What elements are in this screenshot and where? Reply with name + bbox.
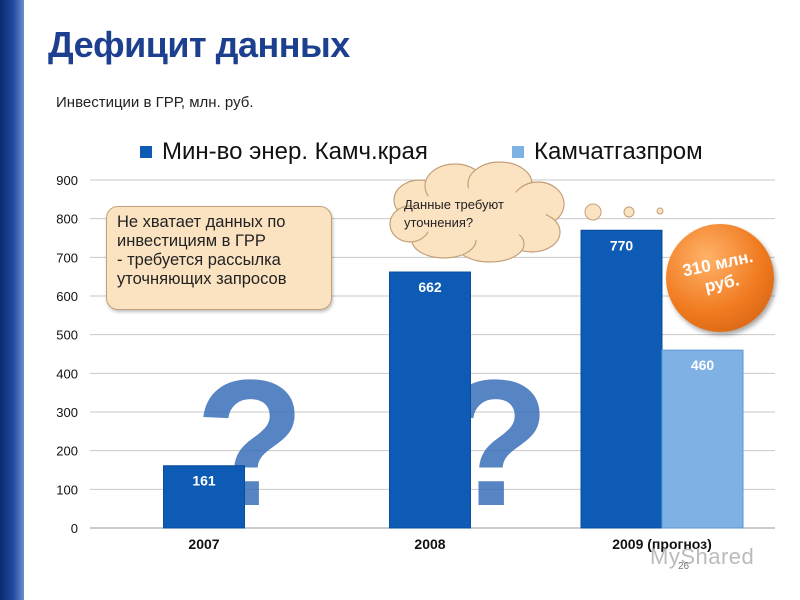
bar-value-label: 770 (610, 237, 634, 253)
y-tick-label: 0 (71, 521, 78, 536)
x-tick-label: 2007 (188, 536, 219, 552)
legend-swatch-series-2 (512, 146, 524, 158)
bar-series-2-2009 (661, 349, 744, 529)
chart-legend: Мин-во энер. Камч.края Камчатгазпром (0, 138, 800, 168)
legend-item-series-1: Мин-во энер. Камч.края (140, 138, 428, 166)
bar-value-label: 161 (192, 473, 216, 489)
y-tick-label: 400 (56, 366, 78, 381)
bar-series-1-2008 (389, 271, 471, 529)
y-tick-label: 800 (56, 212, 78, 227)
y-tick-label: 100 (56, 482, 78, 497)
page-number: 26 (678, 561, 690, 572)
chart-subtitle: Инвестиции в ГРР, млн. руб. (56, 94, 254, 111)
legend-item-series-2: Камчатгазпром (512, 138, 703, 166)
x-tick-label: 2009 (прогноз) (612, 536, 712, 552)
y-tick-label: 200 (56, 444, 78, 459)
legend-swatch-series-1 (140, 146, 152, 158)
legend-label-series-1: Мин-во энер. Камч.края (162, 138, 428, 165)
bar-value-label: 460 (691, 357, 715, 373)
watermark-logo: MyShared (650, 544, 755, 569)
y-tick-label: 900 (56, 173, 78, 188)
bar-series-1-2009 (580, 229, 663, 529)
y-tick-label: 600 (56, 289, 78, 304)
badge-text: 310 млн. руб. (680, 247, 755, 297)
legend-label-series-2: Камчатгазпром (534, 138, 703, 165)
slide-left-accent-bar (0, 0, 24, 600)
bar-series-1-2007 (163, 465, 245, 529)
bar-value-label: 662 (418, 279, 442, 295)
y-tick-label: 300 (56, 405, 78, 420)
cloud-text: Данные требуют уточнения? (404, 197, 504, 230)
y-tick-label: 700 (56, 250, 78, 265)
slide-title: Дефицит данных (48, 24, 350, 65)
x-tick-label: 2008 (414, 536, 445, 552)
info-callout: Не хватает данных по инвестициям в ГРР -… (106, 206, 332, 310)
forecast-badge: 310 млн. руб. (666, 224, 774, 332)
y-tick-label: 500 (56, 328, 78, 343)
